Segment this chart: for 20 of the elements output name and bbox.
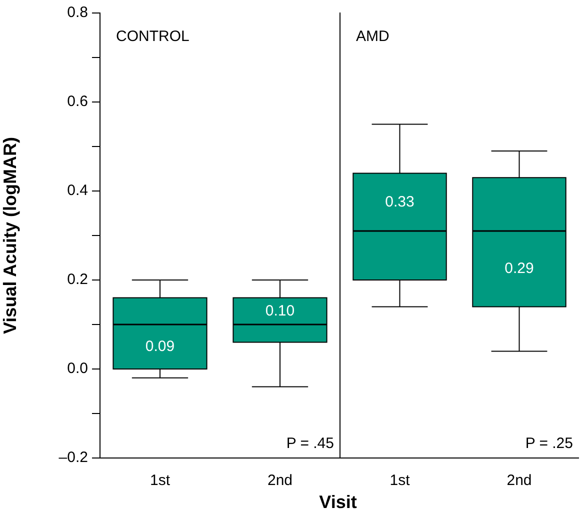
y-tick-label: 0.8: [67, 4, 88, 22]
x-tick-label: 2nd: [506, 472, 532, 490]
annotation: 0.33: [385, 193, 414, 210]
annotation: P = .45: [286, 435, 334, 452]
x-tick-label: 2nd: [267, 472, 293, 490]
y-tick-label: 0.6: [67, 93, 88, 110]
y-tick-label: 0.4: [67, 182, 88, 200]
annotation: P = .25: [525, 435, 573, 452]
annotation: 0.29: [504, 260, 534, 278]
y-axis-title: Visual Acuity (logMAR): [0, 136, 20, 334]
annotation: 0.10: [265, 302, 295, 320]
text: AMD: [356, 28, 390, 45]
annotation: 0.09: [145, 338, 175, 355]
x-tick-label: 1st: [390, 472, 411, 490]
y-tick-label: –0.2: [58, 449, 88, 466]
text: CONTROL: [116, 28, 190, 45]
y-tick-label: 0.0: [67, 360, 88, 378]
x-tick-label: 1st: [150, 472, 171, 490]
y-tick-label: 0.2: [67, 271, 88, 288]
x-axis-title: Visit: [318, 492, 358, 513]
